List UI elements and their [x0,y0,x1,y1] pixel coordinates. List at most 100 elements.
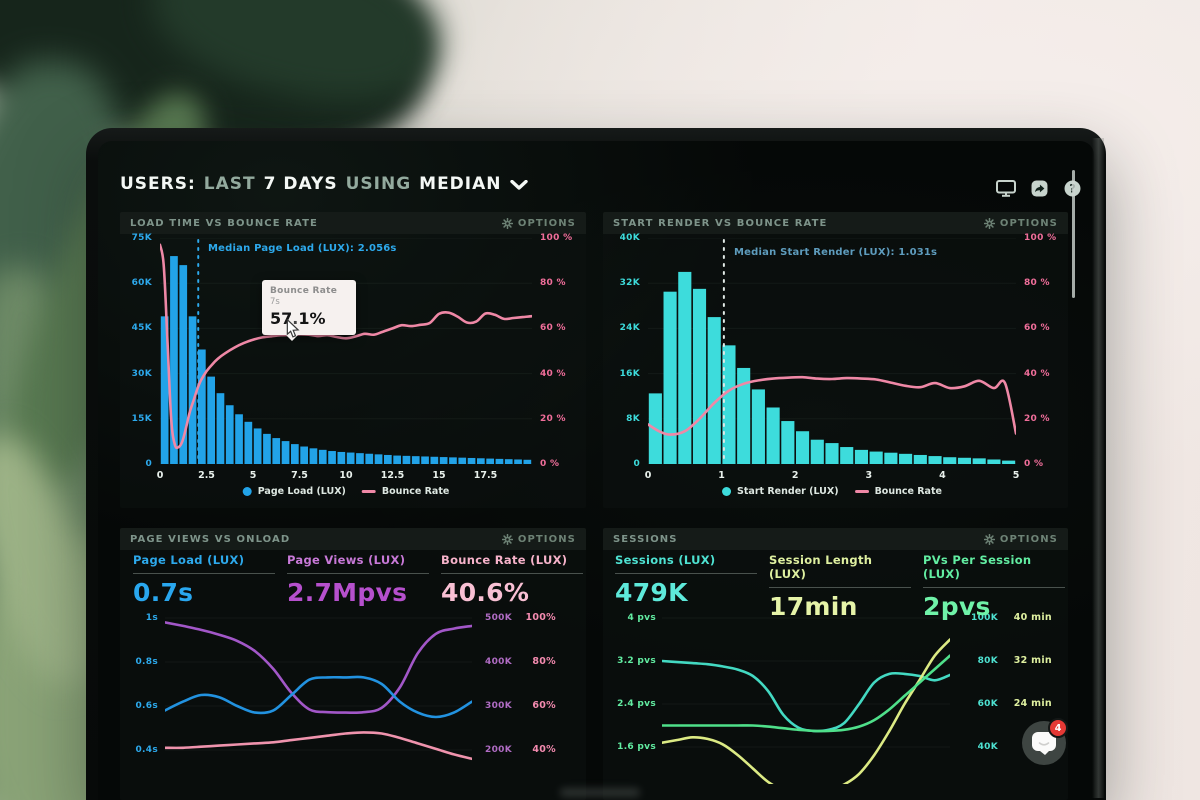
histogram-bar[interactable] [504,459,513,464]
histogram-bar[interactable] [244,421,253,464]
histogram-bar[interactable] [188,316,197,464]
histogram-bar[interactable] [300,446,308,464]
histogram-bar[interactable] [263,433,271,464]
histogram-bar[interactable] [486,458,494,464]
metric-value: 2pvs [923,592,991,621]
histogram-bar[interactable] [328,451,336,464]
histogram-bar[interactable] [309,448,318,464]
axis-tick-label: 100 % [540,233,573,243]
scrollbar-thumb[interactable] [1072,170,1075,298]
histogram-bar[interactable] [458,457,467,464]
histogram-bar[interactable] [281,441,290,464]
histogram-bar[interactable] [722,345,736,464]
histogram-bar[interactable] [337,451,346,464]
histogram-bar[interactable] [235,414,243,464]
toolbar: ? [996,179,1082,197]
histogram-bar[interactable] [402,455,411,464]
histogram-bar[interactable] [356,453,364,464]
legend-item[interactable]: Start Render (LUX) [722,486,839,497]
axis-tick-label: 20 % [1024,413,1050,424]
histogram-bar[interactable] [943,457,957,464]
histogram-bar[interactable] [810,439,824,464]
median-annotation: Median Start Render (LUX): 1.031s [734,247,938,258]
histogram-bar[interactable] [384,454,392,464]
options-button[interactable]: OPTIONS [983,217,1058,229]
title-segment: USING [345,174,412,194]
metric-label: Page Views (LUX) [287,553,406,567]
histogram-bar[interactable] [1002,460,1016,464]
histogram-bar[interactable] [477,458,485,464]
histogram-bar[interactable] [291,444,299,464]
histogram-bar[interactable] [253,428,262,464]
histogram-bar[interactable] [318,449,327,464]
histogram-bar[interactable] [439,457,448,464]
options-button[interactable]: OPTIONS [501,533,576,545]
histogram-bar[interactable] [225,405,234,464]
histogram-bar[interactable] [449,457,457,464]
histogram-bar[interactable] [987,459,1001,464]
page-title-dropdown[interactable]: USERS: LAST 7 DAYS USING MEDIAN [120,174,528,194]
histogram-bar[interactable] [796,431,810,464]
histogram-bar[interactable] [411,456,420,464]
histogram-bar[interactable] [766,407,780,465]
histogram-bar[interactable] [737,367,751,464]
metric-label: Page Load (LUX) [133,553,245,567]
bounce-rate-line [160,243,532,450]
histogram-bar[interactable] [514,459,522,464]
chat-widget-button[interactable]: 4 [1022,718,1068,765]
panel-title: START RENDER VS BOUNCE RATE [613,217,828,229]
histogram-bar[interactable] [869,451,883,464]
chevron-down-icon [509,180,528,190]
histogram-bar[interactable] [884,452,898,464]
tooltip-series-label: Bounce Rate [270,286,338,296]
line-series [165,675,472,719]
histogram-bar[interactable] [692,288,707,464]
axis-tick-label: 40 % [1024,368,1050,379]
histogram-bar[interactable] [523,459,532,464]
histogram-bar[interactable] [430,456,439,464]
axis-tick-label: 12.5 [380,470,405,481]
histogram-bar[interactable] [365,453,374,464]
axis-tick-label: 5 [249,470,257,481]
histogram-bar[interactable] [207,376,215,464]
histogram-bar[interactable] [840,447,854,464]
histogram-bar[interactable] [751,389,765,464]
histogram-bar[interactable] [393,455,401,464]
histogram-bar[interactable] [678,271,692,464]
histogram-bar[interactable] [899,453,913,464]
histogram-bar[interactable] [198,349,206,464]
histogram-bar[interactable] [913,454,927,464]
histogram-bar[interactable] [216,393,225,464]
histogram-bar[interactable] [179,265,188,464]
legend-item[interactable]: Bounce Rate [854,486,942,497]
histogram-bar[interactable] [663,291,677,464]
histogram-bar[interactable] [170,256,178,464]
options-button[interactable]: OPTIONS [501,217,576,229]
histogram-bar[interactable] [346,452,355,464]
chart-page-views-vs-onload [165,617,472,761]
share-icon[interactable] [1029,179,1049,197]
histogram-bar[interactable] [421,456,429,464]
axis-tick-label: 40% [532,744,556,755]
histogram-bar[interactable] [825,443,839,464]
display-icon[interactable] [996,179,1016,197]
legend-item[interactable]: Page Load (LUX) [242,486,346,497]
histogram-bar[interactable] [972,458,986,464]
options-button[interactable]: OPTIONS [983,533,1058,545]
histogram-bar[interactable] [957,457,972,464]
axis-tick-label: 15 [432,470,446,481]
axis-tick-label: 7.5 [291,470,308,481]
histogram-bar[interactable] [160,316,169,464]
histogram-bar[interactable] [928,456,942,464]
histogram-bar[interactable] [854,449,868,464]
histogram-bar[interactable] [374,454,383,464]
legend-item[interactable]: Bounce Rate [361,486,449,497]
histogram-bar[interactable] [495,458,504,464]
axis-tick-label: 60K [977,699,998,709]
histogram-bar[interactable] [781,421,795,464]
histogram-bar[interactable] [272,438,281,464]
histogram-bar[interactable] [467,457,476,464]
histogram-bar[interactable] [707,317,721,464]
line-series [662,638,950,784]
